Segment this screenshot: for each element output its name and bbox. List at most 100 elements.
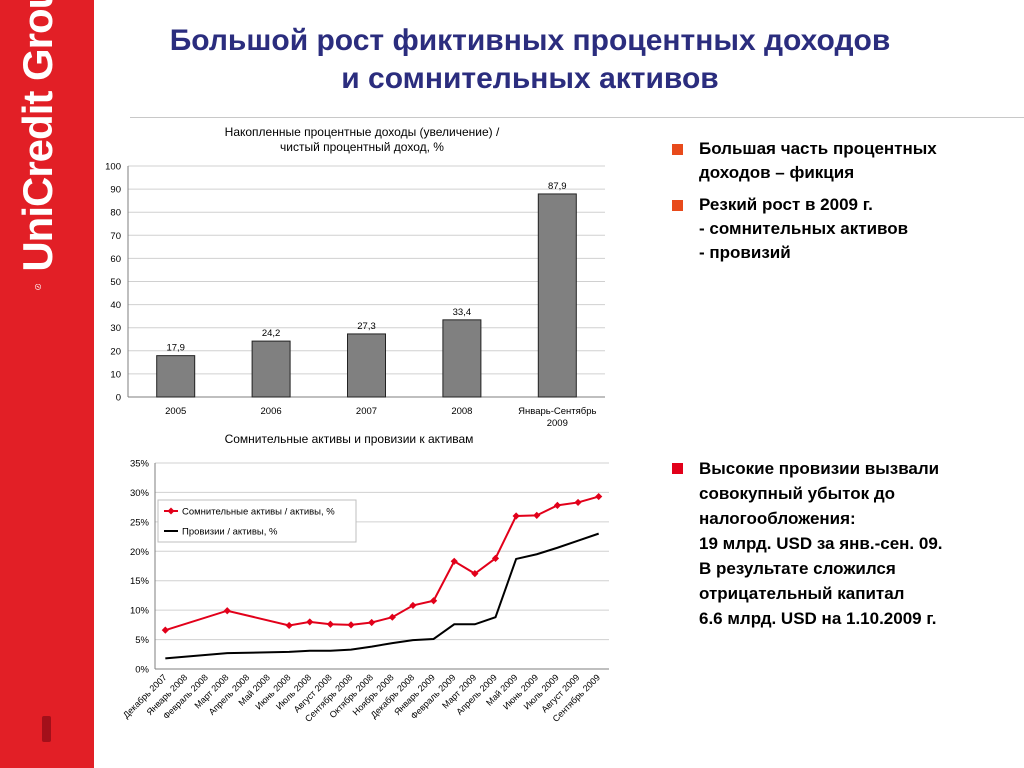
legend-label: Сомнительные активы / активы, % — [182, 507, 335, 518]
data-point-marker — [306, 618, 314, 626]
bar-x-tick-label: 2005 — [165, 406, 186, 417]
bar — [347, 333, 386, 398]
line-y-tick-label: 35% — [130, 459, 150, 470]
bar — [251, 340, 291, 398]
slide-title: Большой рост фиктивных процентных доходо… — [120, 22, 940, 98]
title-divider — [130, 117, 1024, 118]
brand-logo-group: UniCredit Group — [14, 0, 62, 290]
data-point-marker — [161, 626, 169, 634]
line-x-tick-label: Апрель 2008 — [207, 672, 252, 717]
bullet-text: Высокие провизии вызвали совокупный убыт… — [699, 459, 943, 628]
line-x-tick-label: Октябрь 2008 — [327, 672, 375, 720]
bullet-square-icon — [672, 200, 683, 211]
line-y-tick-label: 0% — [135, 665, 149, 676]
bar-value-label: 17,9 — [166, 343, 185, 354]
line-x-tick-label: Июль 2009 — [522, 672, 561, 711]
line-x-tick-label: Июнь 2009 — [501, 672, 540, 711]
slide-title-line-1: Большой рост фиктивных процентных доходо… — [169, 24, 891, 57]
bar-value-label: 27,3 — [357, 321, 376, 332]
bullet-list-bottom: Высокие провизии вызвали совокупный убыт… — [672, 456, 943, 639]
line-x-tick-label: Декабрь 2007 — [121, 672, 169, 720]
line-x-tick-label: Август 2008 — [292, 672, 334, 714]
legend-box — [157, 499, 357, 543]
bar-chart-title: Накопленные процентные доходы (увеличени… — [225, 125, 500, 154]
data-point-marker — [574, 498, 582, 507]
bar-y-tick-label: 0 — [116, 393, 121, 404]
line-x-tick-label: Март 2009 — [440, 672, 478, 710]
legend-label: Провизии / активы, % — [182, 527, 278, 538]
line-x-tick-label: Май 2009 — [484, 672, 519, 707]
line-x-tick-label: Апрель 2009 — [454, 672, 499, 717]
bar-y-tick-label: 50 — [110, 277, 121, 288]
bar-y-tick-label: 40 — [110, 300, 121, 311]
slide-title-line-2: и сомнительных активов — [341, 62, 719, 95]
data-point-marker — [595, 492, 603, 501]
data-point-marker — [512, 512, 520, 520]
bullet-item: Резкий рост в 2009 г. - сомнительных акт… — [672, 193, 937, 265]
bullet-square-icon — [672, 144, 683, 155]
bar-value-label: 33,4 — [453, 307, 472, 318]
bar-y-tick-label: 10 — [110, 369, 121, 380]
line-x-tick-label: Декабрь 2008 — [369, 672, 417, 720]
bar-y-tick-label: 30 — [110, 323, 121, 334]
line-x-tick-label: Май 2008 — [236, 672, 271, 707]
bar-x-tick-label: 2007 — [356, 406, 377, 417]
bar-y-tick-label: 70 — [110, 231, 121, 242]
line-y-tick-label: 15% — [130, 576, 150, 587]
bullet-list-top: Большая часть процентных доходов – фикци… — [672, 137, 937, 273]
data-point-marker — [409, 601, 417, 610]
line-chart-title: Сомнительные активы и провизии к активам — [225, 432, 474, 446]
bar — [537, 193, 577, 398]
bar-y-tick-label: 100 — [105, 162, 121, 173]
bar — [156, 355, 196, 398]
series-line — [165, 532, 600, 660]
bullet-text: Большая часть процентных доходов – фикци… — [699, 139, 937, 182]
data-point-marker — [491, 554, 500, 562]
line-y-tick-label: 5% — [135, 635, 149, 646]
line-y-tick-label: 30% — [130, 488, 150, 499]
data-point-marker — [223, 607, 231, 615]
line-x-tick-label: Сентябрь 2008 — [303, 672, 355, 724]
bar-value-label: 24,2 — [262, 328, 281, 339]
data-point-marker — [347, 621, 355, 629]
data-point-marker — [533, 511, 541, 519]
series-line — [165, 495, 599, 632]
bar-x-tick-label: Январь-Сентябрь 2009 — [518, 406, 596, 429]
data-point-marker — [285, 621, 293, 630]
bullet-square-icon — [672, 463, 683, 474]
page-marker-icon — [42, 716, 51, 742]
brand-name: UniCredit Group — [14, 0, 61, 272]
data-point-marker — [368, 618, 376, 627]
data-point-marker — [553, 501, 562, 509]
line-x-tick-label: Март 2008 — [192, 672, 230, 710]
line-y-tick-label: 25% — [130, 517, 150, 528]
data-point-marker — [429, 597, 438, 605]
bar-value-label: 87,9 — [548, 181, 567, 192]
bar-y-tick-label: 90 — [110, 185, 121, 196]
bar-x-tick-label: 2006 — [261, 406, 282, 417]
line-y-tick-label: 10% — [130, 606, 150, 617]
line-y-tick-label: 20% — [130, 547, 150, 558]
bullet-item: Высокие провизии вызвали совокупный убыт… — [672, 456, 943, 631]
bullet-item: Большая часть процентных доходов – фикци… — [672, 137, 937, 185]
bar-x-tick-label: 2008 — [451, 406, 472, 417]
bar — [442, 319, 482, 398]
line-x-tick-label: Июль 2008 — [274, 672, 313, 711]
brand-sidebar: UniCredit Group — [0, 0, 94, 768]
unicredit-logo-icon — [34, 283, 42, 290]
data-point-marker — [326, 620, 335, 628]
bullet-text: Резкий рост в 2009 г. - сомнительных акт… — [699, 195, 909, 262]
bar-y-tick-label: 60 — [110, 254, 121, 265]
legend-marker — [167, 507, 175, 515]
line-x-tick-label: Февраль 2009 — [409, 672, 458, 721]
line-x-tick-label: Ноябрь 2008 — [351, 672, 396, 717]
data-point-marker — [450, 557, 458, 565]
line-x-tick-label: Январь 2008 — [145, 672, 190, 717]
data-point-marker — [388, 613, 396, 621]
bar-y-tick-label: 20 — [110, 346, 121, 357]
line-x-tick-label: Январь 2009 — [392, 672, 437, 717]
data-point-marker — [471, 570, 479, 578]
line-x-tick-label: Сентябрь 2009 — [551, 672, 603, 724]
